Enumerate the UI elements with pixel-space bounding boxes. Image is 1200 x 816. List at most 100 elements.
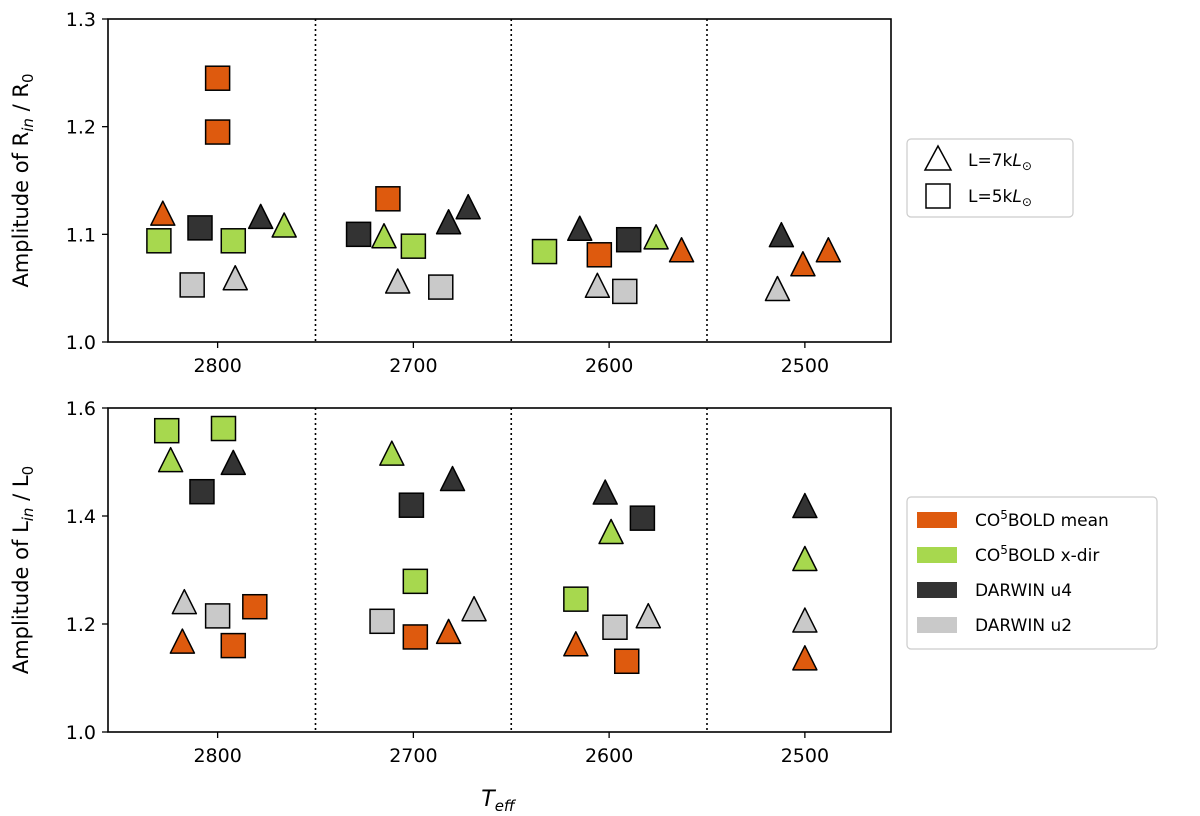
legend-label-prefix: L=7k [968, 151, 1013, 171]
y-tick-label: 1.6 [66, 398, 96, 420]
data-point-square-darwin_u4 [189, 478, 215, 505]
data-point-triangle-darwin_u4 [768, 221, 795, 248]
data-point-triangle-co5bold_xdir [643, 224, 669, 250]
data-point-square-darwin_u2 [369, 608, 395, 635]
data-point-triangle-darwin_u4 [247, 203, 274, 230]
legend-label-l: L [1012, 187, 1021, 207]
legend-frame [906, 138, 1074, 218]
x-tick-label: 2700 [389, 745, 437, 767]
legend-label: L=7kL⊙ [968, 151, 1032, 173]
y-tick-label: 1.3 [66, 9, 96, 31]
data-point-square-co5bold_xdir [563, 586, 589, 612]
data-point-triangle-darwin_u4 [435, 209, 462, 235]
square-marker-icon [925, 183, 951, 209]
legend-label-sun: ⊙ [1022, 195, 1032, 209]
y-axis-label-sub2: 0 [19, 73, 37, 83]
data-point-square-darwin_u2 [179, 272, 205, 298]
x-tick-label: 2800 [193, 745, 241, 767]
legend-label-sup: 5 [1000, 543, 1008, 557]
legend-label-sup: 5 [1000, 508, 1008, 522]
data-point-triangle-co5bold_mean [792, 645, 818, 671]
legend-frame [906, 496, 1158, 650]
data-point-square-co5bold_mean [242, 593, 268, 620]
data-point-triangle-co5bold_xdir [598, 518, 624, 545]
data-point-square-darwin_u4 [615, 226, 642, 253]
legend-swatch-co5bold_mean [917, 512, 957, 528]
data-point-square-co5bold_mean [204, 119, 231, 145]
legend-label-prefix: L=5k [968, 187, 1013, 207]
x-tick-label: 2600 [585, 745, 633, 767]
data-point-triangle-co5bold_xdir [792, 545, 818, 572]
data-point-triangle-co5bold_mean [815, 237, 842, 263]
data-point-square-co5bold_mean [220, 632, 247, 659]
data-point-square-darwin_u2 [204, 603, 231, 629]
data-point-triangle-darwin_u2 [792, 607, 818, 633]
data-point-triangle-co5bold_mean [169, 628, 196, 654]
x-axis-label-main: T [481, 787, 496, 812]
data-point-triangle-co5bold_mean [790, 251, 816, 277]
data-point-square-co5bold_xdir [220, 228, 247, 254]
x-tick-label: 2600 [585, 355, 633, 377]
data-point-triangle-co5bold_mean [435, 618, 462, 645]
data-point-triangle-darwin_u4 [220, 449, 247, 476]
data-point-square-darwin_u2 [612, 278, 638, 305]
y-axis-label-main: Amplitude of L [9, 521, 33, 674]
data-point-square-darwin_u4 [629, 505, 656, 531]
legend-label-l: L [1012, 151, 1021, 171]
data-point-square-co5bold_xdir [146, 228, 172, 254]
data-point-square-co5bold_xdir [153, 417, 180, 444]
legend-label: L=5kL⊙ [968, 187, 1032, 209]
plot-frame [107, 407, 892, 733]
legend-swatch-darwin_u2 [917, 617, 957, 633]
y-tick-label: 1.1 [66, 224, 96, 246]
legend-label: CO5BOLD x-dir [975, 543, 1099, 566]
x-tick-label: 2500 [781, 745, 829, 767]
luminosity-amplitude-panel: 2800 2700 2600 2500 1.0 1.2 1.4 1.6 Amplitude of… [9, 398, 892, 767]
legend-label-pre: DARWIN u4 [975, 581, 1072, 601]
legend-label-pre: DARWIN u2 [975, 616, 1072, 636]
y-tick-label: 1.2 [66, 614, 96, 636]
data-point-square-co5bold_mean [586, 242, 613, 268]
legend-label-post: BOLD mean [1008, 511, 1109, 531]
data-point-square-co5bold_xdir [531, 238, 558, 265]
data-point-square-darwin_u2 [602, 614, 628, 640]
x-tick-label: 2500 [781, 355, 829, 377]
data-point-triangle-co5bold_xdir [371, 223, 397, 249]
y-axis-label: Amplitude of Rin / R0 [9, 73, 37, 287]
plot-frame [107, 18, 892, 343]
legend-label-pre: CO [975, 546, 1000, 566]
data-point-triangle-darwin_u2 [384, 268, 411, 294]
legend-label: DARWIN u4 [975, 581, 1072, 601]
x-axis-label-sub: eff [495, 797, 517, 815]
data-point-square-co5bold_mean [204, 65, 231, 91]
y-axis-label-ratio: / L [9, 475, 33, 507]
data-point-square-darwin_u4 [187, 215, 213, 241]
data-point-triangle-darwin_u2 [584, 272, 611, 299]
legend-label: CO5BOLD mean [975, 508, 1109, 531]
y-axis-label: Amplitude of Lin / L0 [9, 466, 37, 674]
data-point-triangle-co5bold_xdir [157, 446, 184, 473]
data-point-square-darwin_u4 [345, 221, 372, 248]
data-point-triangle-darwin_u4 [792, 492, 818, 519]
data-point-triangle-co5bold_mean [668, 237, 695, 263]
y-axis-label-main: Amplitude of R [9, 132, 33, 288]
y-tick-label: 1.4 [66, 506, 96, 528]
data-point-triangle-co5bold_mean [150, 200, 176, 226]
legend-label-pre: CO [975, 511, 1000, 531]
data-point-triangle-darwin_u2 [461, 595, 487, 622]
data-point-triangle-co5bold_mean [563, 631, 589, 657]
data-point-triangle-darwin_u2 [635, 602, 662, 629]
y-axis-label-sub: in [19, 118, 37, 132]
x-tick-label: 2800 [193, 355, 241, 377]
radius-amplitude-panel: 2800 2700 2600 2500 1.0 1.1 1.2 1.3 Amplitude of… [9, 9, 892, 377]
data-point-square-co5bold_xdir [400, 233, 427, 259]
y-tick-label: 1.0 [66, 722, 96, 744]
y-axis-label-sub2: 0 [19, 466, 37, 476]
data-point-triangle-co5bold_xdir [271, 212, 297, 238]
data-point-triangle-darwin_u2 [764, 275, 791, 302]
x-axis-label: Teff [481, 787, 517, 815]
data-point-square-co5bold_mean [375, 186, 401, 212]
data-point-triangle-darwin_u2 [171, 588, 198, 615]
data-point-square-co5bold_mean [613, 648, 640, 675]
